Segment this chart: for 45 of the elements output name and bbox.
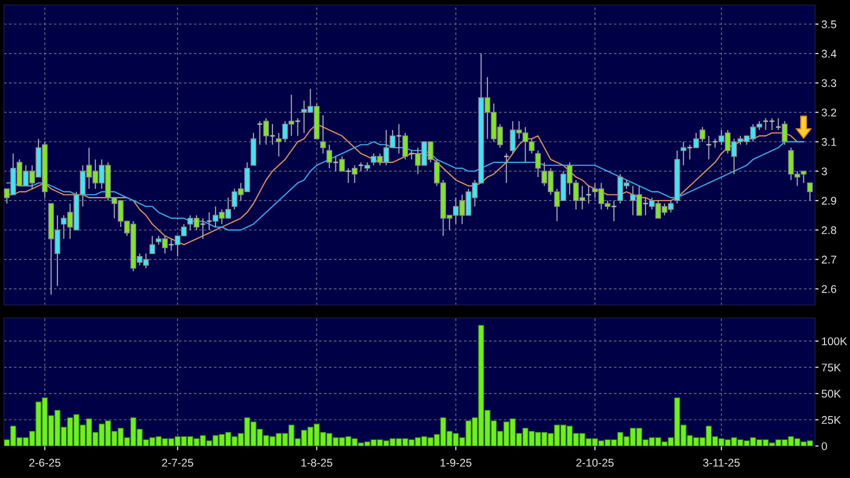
candlestick: [586, 185, 592, 204]
y-tick-label: 0: [822, 442, 827, 450]
y-tick-label: 3.3: [822, 79, 836, 88]
x-tick-label: 2-6-25: [29, 458, 60, 467]
candlestick: [269, 124, 276, 146]
y-tick-label: 3.2: [822, 108, 836, 116]
candlestick: [782, 120, 788, 146]
candlestick: [402, 132, 408, 160]
y-tick-label: 2.7: [822, 256, 836, 264]
candlestick: [352, 164, 358, 184]
y-tick-label: 3.4: [822, 50, 836, 58]
y-tick-label: 3.1: [822, 138, 836, 146]
candlestick: [206, 212, 212, 231]
y-tick-label: 100K: [822, 337, 848, 346]
x-tick-label: 2-7-25: [162, 458, 194, 467]
y-tick-label: 2.6: [822, 285, 836, 293]
candlestick: [326, 144, 332, 169]
candlestick: [332, 156, 339, 172]
y-tick-label: 25K: [822, 416, 841, 424]
candlestick: [680, 141, 686, 166]
candlestick: [396, 124, 402, 154]
candlestick: [706, 135, 712, 160]
candlestick: [294, 118, 301, 136]
y-tick-label: 75K: [822, 364, 841, 372]
candlestick: [168, 238, 174, 252]
candlestick: [200, 218, 206, 240]
candlestick: [339, 156, 345, 172]
candlestick: [256, 120, 263, 146]
candlestick: [320, 114, 326, 154]
y-tick-label: 50K: [822, 390, 841, 398]
x-tick-label: 2-10-25: [576, 458, 614, 467]
candlestick: [149, 235, 156, 254]
x-tick-label: 1-8-25: [301, 458, 332, 467]
candlestick: [686, 144, 693, 160]
candlestick: [535, 150, 541, 178]
x-tick-label: 3-11-25: [703, 458, 740, 467]
candlestick: [775, 118, 782, 131]
y-tick-label: 3: [822, 167, 827, 176]
candlestick: [263, 118, 269, 146]
y-tick-label: 2.9: [822, 196, 836, 205]
candlestick: [345, 168, 352, 184]
candlestick: [807, 182, 813, 202]
y-tick-label: 3.5: [822, 20, 836, 28]
y-tick-label: 2.8: [822, 226, 836, 234]
x-tick-label: 1-9-25: [440, 458, 472, 467]
